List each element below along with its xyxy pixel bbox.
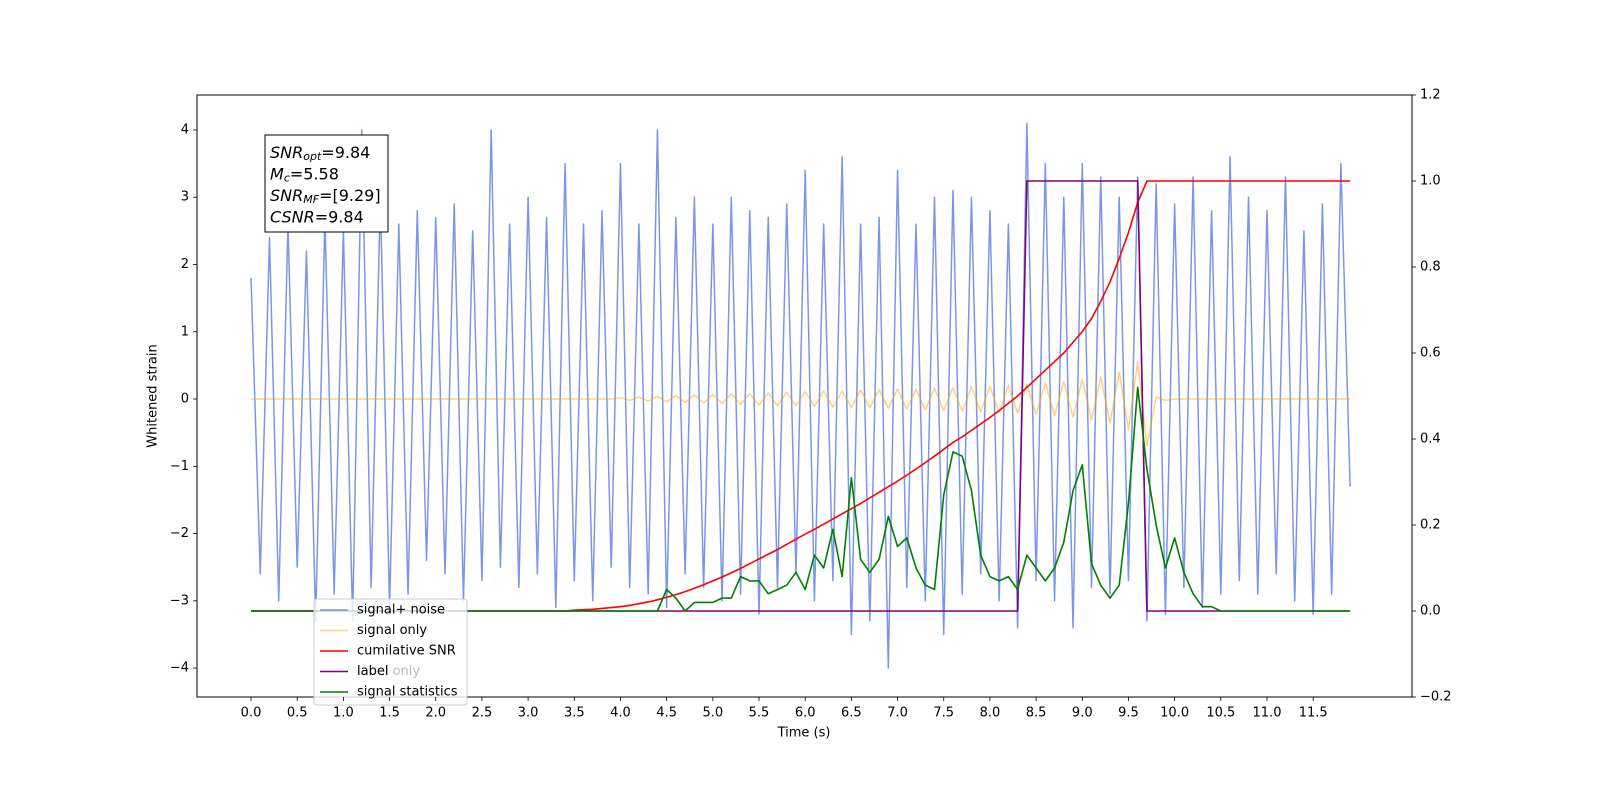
x-axis-label: Time (s) [777, 726, 831, 741]
legend-label: label [357, 664, 388, 679]
legend: label only signal+ noise signal only cumila… [313, 598, 468, 706]
x-tick-label: 10.5 [1206, 706, 1235, 721]
annotation-subscript: MF [303, 193, 319, 206]
y-tick-label: −4 [170, 661, 189, 676]
x-tick-label: 9.5 [1118, 706, 1139, 721]
y2-tick-label: 0.0 [1420, 604, 1441, 619]
y-tick-label: −3 [170, 593, 189, 608]
axes-frame [196, 94, 1413, 698]
legend-label: signal only [357, 623, 427, 638]
legend-frame [313, 598, 468, 706]
annotation-line: Mc=5.58 [270, 164, 339, 185]
legend-hidden-entry: label only [357, 664, 420, 679]
x-tick-label: 6.0 [795, 706, 816, 721]
annotation-name: CSNR [270, 207, 315, 226]
y2-tick-label: −0.2 [1420, 690, 1452, 705]
x-tick-label: 2.5 [472, 706, 493, 721]
x-tick-label: 2.0 [425, 706, 446, 721]
x-tick-label: 4.0 [610, 706, 631, 721]
x-tick-label: 1.0 [333, 706, 354, 721]
x-tick-label: 5.5 [749, 706, 770, 721]
x-tick-label: 6.5 [841, 706, 862, 721]
x-tick-label: 10.0 [1160, 706, 1189, 721]
y-axis-label: Whitened strain [146, 344, 161, 447]
annotation-frame [264, 134, 389, 233]
y-tick-label: 4 [181, 122, 189, 137]
x-tick-label: 8.5 [1026, 706, 1047, 721]
y2-tick-label: 0.2 [1420, 518, 1441, 533]
x-tick-label: 3.5 [564, 706, 585, 721]
y-tick-label: 0 [181, 392, 189, 407]
annotation-line: SNRopt=9.84 [270, 143, 370, 164]
annotation-line: CSNR=9.84 [270, 207, 364, 226]
annotation-value: =9.84 [315, 207, 364, 226]
annotation-name: SNR [270, 186, 303, 205]
series-line [250, 122, 1351, 669]
annotation-name: M [270, 164, 284, 183]
y2-tick-label: 0.6 [1420, 346, 1441, 361]
annotation-subscript: c [284, 172, 290, 185]
y2-tick-label: 0.4 [1420, 432, 1441, 447]
x-tick-label: 0.0 [241, 706, 262, 721]
y-tick-label: −1 [170, 459, 189, 474]
x-tick-label: 11.5 [1299, 706, 1328, 721]
annotation-value: =9.84 [321, 143, 370, 162]
legend-label: signal+ noise [357, 603, 445, 618]
annotation-name: SNR [270, 143, 303, 162]
x-tick-label: 4.5 [656, 706, 677, 721]
series-line [251, 361, 1351, 447]
annotation-value: =5.58 [290, 164, 339, 183]
y-tick-label: 3 [181, 190, 189, 205]
x-tick-label: 7.0 [887, 706, 908, 721]
x-tick-label: 11.0 [1253, 706, 1282, 721]
annotation-value: =[9.29] [319, 186, 381, 205]
legend-label: signal statistics [357, 685, 458, 700]
y2-tick-label: 1.2 [1420, 88, 1441, 103]
x-tick-label: 7.5 [933, 706, 954, 721]
annotation-subscript: opt [303, 150, 322, 163]
x-tick-label: 1.5 [379, 706, 400, 721]
x-tick-label: 5.0 [702, 706, 723, 721]
legend-label: cumilative SNR [357, 644, 456, 659]
y-tick-label: 1 [181, 324, 189, 339]
x-tick-label: 0.5 [287, 706, 308, 721]
y2-tick-label: 1.0 [1420, 174, 1441, 189]
y2-tick-label: 0.8 [1420, 260, 1441, 275]
y-tick-label: −2 [170, 526, 189, 541]
x-tick-label: 8.0 [980, 706, 1001, 721]
x-tick-label: 3.0 [518, 706, 539, 721]
x-tick-label: 9.0 [1072, 706, 1093, 721]
y-tick-label: 2 [181, 257, 189, 272]
annotation-line: SNRMF=[9.29] [270, 186, 381, 207]
